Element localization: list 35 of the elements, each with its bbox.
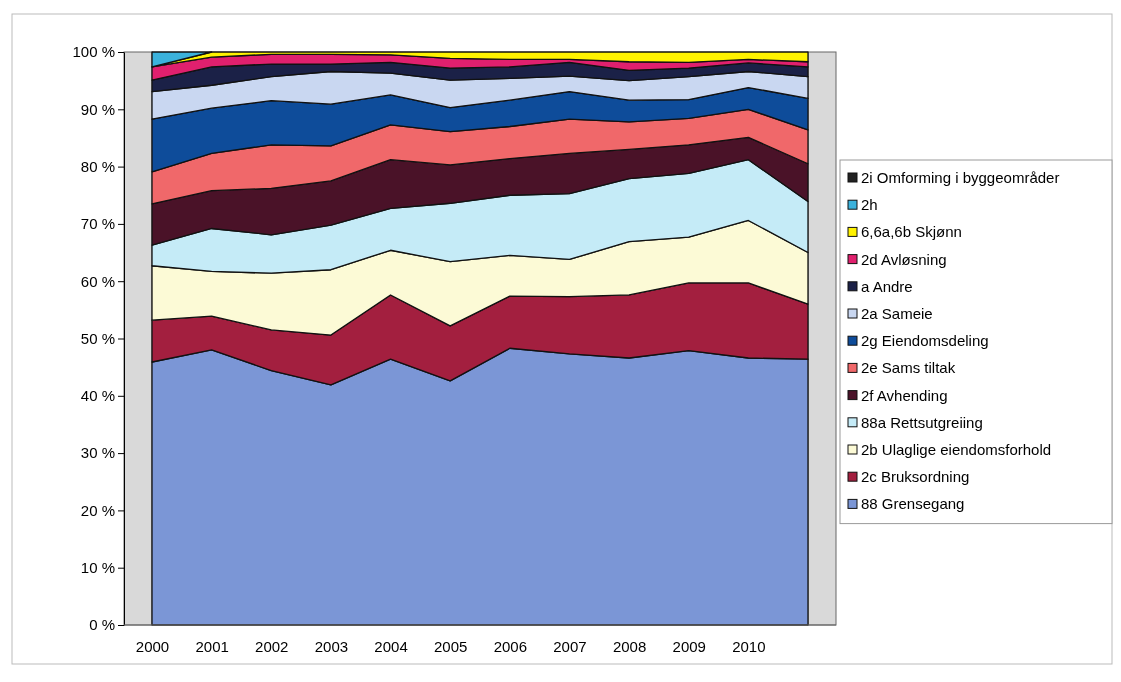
x-tick-label: 2006 bbox=[493, 638, 528, 655]
legend-label: 88a Rettsutgreiing bbox=[861, 413, 983, 431]
y-tick-label: 30 % bbox=[80, 444, 115, 462]
x-tick-label: 2005 bbox=[433, 638, 468, 655]
legend-label: 2i Omforming i byggeområder bbox=[861, 169, 1060, 186]
x-tick-label: 2000 bbox=[135, 638, 170, 655]
y-tick-label: 100 % bbox=[72, 43, 115, 61]
x-tick-label: 2009 bbox=[672, 638, 706, 655]
legend-label: 2c Bruksordning bbox=[861, 468, 970, 486]
legend-label: 88 Grensegang bbox=[861, 495, 965, 513]
y-tick-label: 80 % bbox=[80, 157, 115, 175]
y-tick-label: 40 % bbox=[80, 387, 115, 405]
y-tick-label: 0 % bbox=[89, 616, 115, 634]
legend-label: a Andre bbox=[861, 277, 913, 295]
x-tick-label: 2008 bbox=[612, 638, 647, 655]
y-tick-label: 20 % bbox=[80, 501, 115, 519]
legend-label: 2d Avløsning bbox=[861, 250, 947, 268]
y-tick-label: 60 % bbox=[80, 272, 115, 290]
x-tick-label: 2004 bbox=[374, 638, 408, 655]
legend-label: 2h bbox=[861, 196, 878, 214]
legend-label: 2b Ulaglige eiendomsforhold bbox=[861, 441, 1052, 458]
legend-label: 2g Eiendomsdeling bbox=[861, 332, 989, 350]
y-tick-label: 70 % bbox=[80, 215, 115, 233]
x-tick-label: 2003 bbox=[314, 638, 349, 655]
x-tick-label: 2010 bbox=[732, 638, 766, 655]
legend-label: 6,6a,6b Skjønn bbox=[861, 223, 962, 241]
legend-label: 2a Sameie bbox=[861, 305, 933, 322]
y-tick-label: 90 % bbox=[80, 100, 115, 118]
x-tick-label: 2001 bbox=[195, 638, 229, 655]
legend-label: 2f Avhending bbox=[861, 386, 948, 404]
x-tick-label: 2002 bbox=[255, 638, 289, 655]
x-tick-label: 2007 bbox=[553, 638, 587, 655]
legend-label: 2e Sams tiltak bbox=[861, 359, 956, 377]
y-tick-label: 10 % bbox=[80, 559, 115, 576]
y-tick-label: 50 % bbox=[80, 329, 115, 347]
